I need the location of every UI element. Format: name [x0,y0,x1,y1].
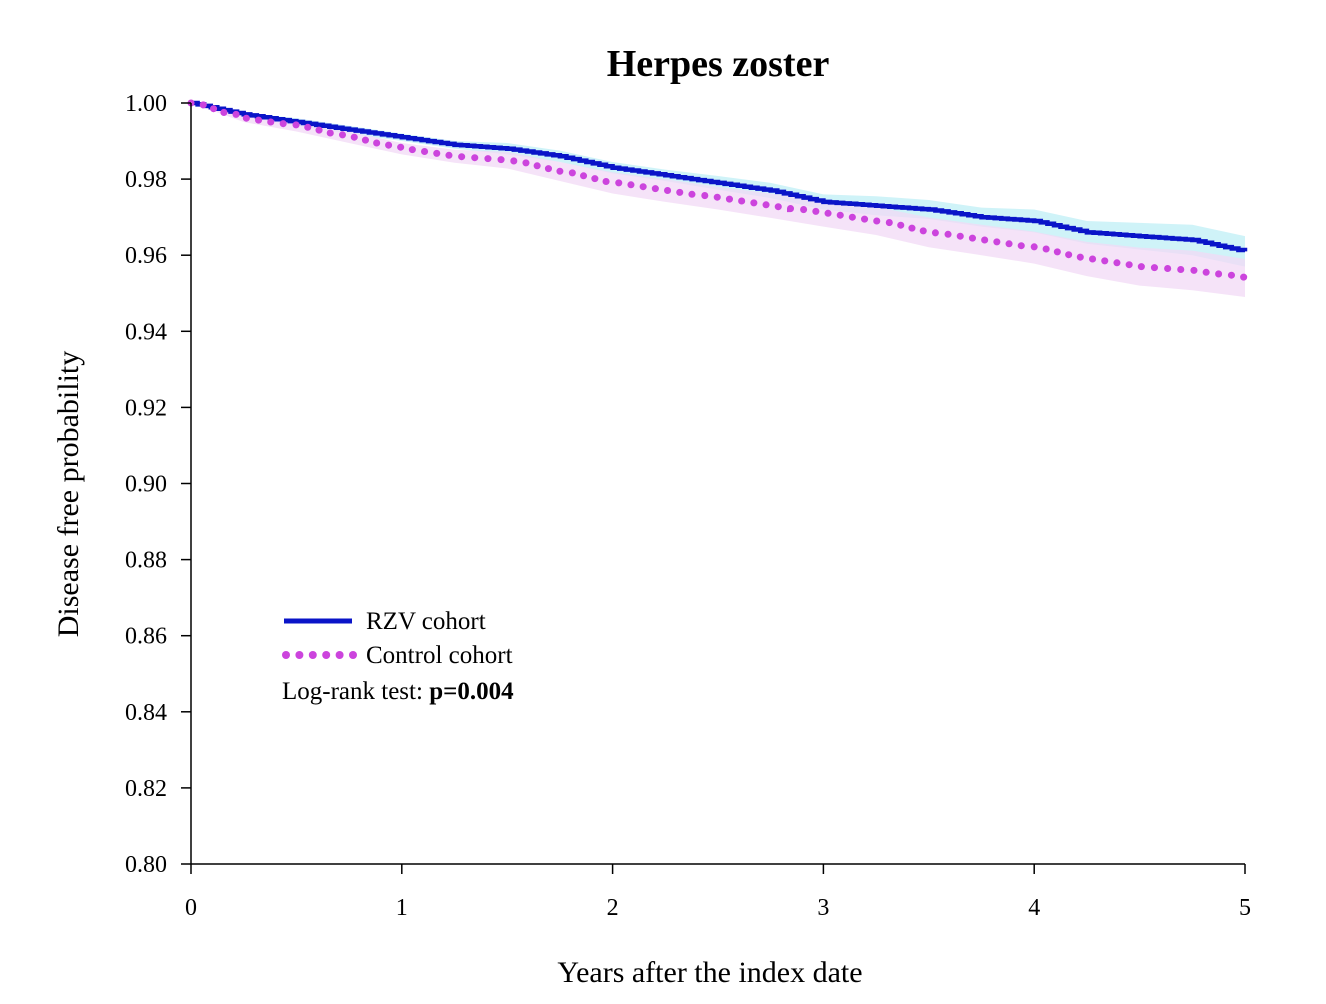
series-line-rzv [191,100,1248,253]
y-tick-label: 0.82 [125,776,167,802]
legend-dot [308,651,317,659]
series-lines [187,99,1249,282]
y-tick-label: 0.80 [125,852,167,878]
logrank-p-value: p=0.004 [429,678,514,705]
x-axis-label: Years after the index date [557,956,862,989]
y-tick-label: 0.98 [125,167,167,193]
chart-title: Herpes zoster [607,43,830,85]
y-tick-label: 0.88 [125,548,167,574]
y-tick-label: 0.94 [125,319,167,345]
x-tick-label: 4 [1028,895,1040,921]
series-line-control [187,99,1249,282]
y-tick-label: 0.84 [125,700,167,726]
logrank-annotation: Log-rank test: p=0.004 [282,678,514,705]
x-tick-label: 2 [607,895,619,921]
y-axis-label: Disease free probability [52,351,85,638]
legend: RZV cohort Control cohort Log-rank test:… [282,608,514,705]
x-axis-ticks: 0 1 2 3 4 5 [185,864,1251,921]
y-tick-label: 1.00 [125,91,167,117]
y-tick-label: 0.86 [125,624,167,650]
legend-dot [349,651,357,659]
legend-dot [295,651,304,659]
legend-dot [335,651,344,659]
y-axis-ticks: 0.80 0.82 0.84 0.86 0.88 0.90 0.92 0.94 0.96 0.98… [125,91,191,878]
x-tick-label: 3 [817,895,829,921]
legend-label-rzv: RZV cohort [366,608,486,635]
legend-swatch-control [282,651,357,659]
y-tick-label: 0.90 [125,472,167,498]
legend-label-control: Control cohort [366,642,513,669]
y-tick-label: 0.92 [125,395,167,421]
x-tick-label: 1 [396,895,408,921]
x-tick-label: 5 [1239,895,1251,921]
y-tick-label: 0.96 [125,243,167,269]
legend-dot [322,651,331,659]
legend-dot [282,651,290,659]
logrank-label: Log-rank test: [282,678,429,705]
x-tick-label: 0 [185,895,197,921]
